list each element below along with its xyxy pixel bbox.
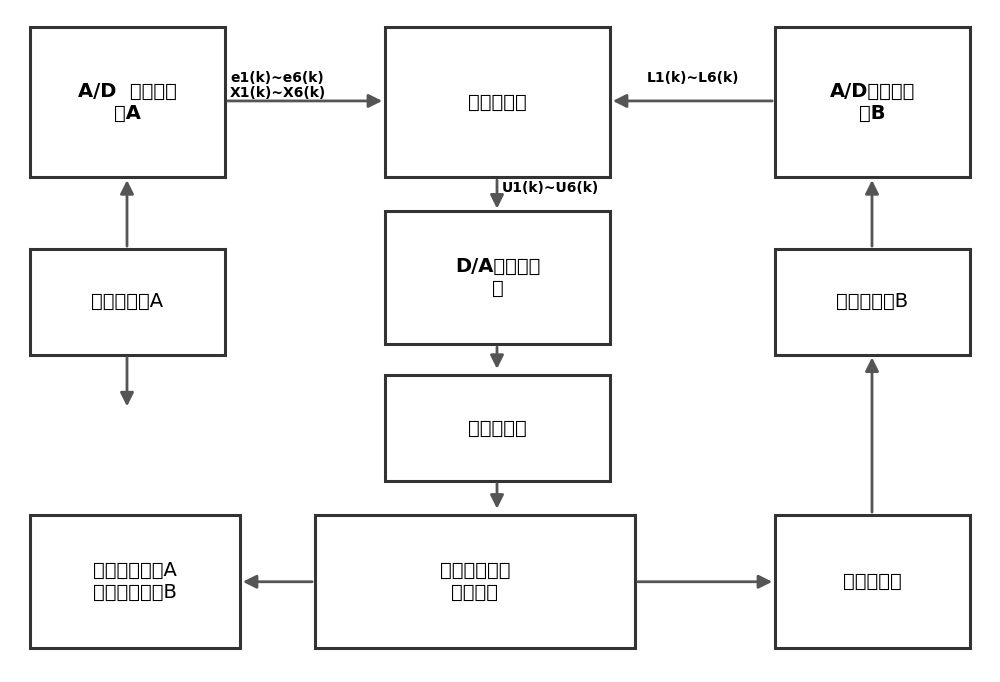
FancyBboxPatch shape [775, 515, 970, 648]
FancyBboxPatch shape [30, 27, 225, 177]
Text: e1(k)~e6(k): e1(k)~e6(k) [230, 71, 324, 85]
FancyBboxPatch shape [385, 375, 610, 481]
Text: 加速度传感器A
加速度传感器B: 加速度传感器A 加速度传感器B [93, 561, 177, 602]
Text: X1(k)~X6(k): X1(k)~X6(k) [230, 86, 326, 100]
Text: 功率放大器: 功率放大器 [468, 419, 527, 437]
FancyBboxPatch shape [315, 515, 635, 648]
Text: A/D数据处理
卡B: A/D数据处理 卡B [830, 82, 915, 123]
Text: U1(k)~U6(k): U1(k)~U6(k) [502, 181, 599, 194]
FancyBboxPatch shape [775, 27, 970, 177]
Text: D/A数据处理
卡: D/A数据处理 卡 [455, 257, 540, 299]
Text: 信号调理器A: 信号调理器A [91, 293, 164, 311]
FancyBboxPatch shape [385, 27, 610, 177]
FancyBboxPatch shape [30, 515, 240, 648]
Text: A/D  数据处理
卡A: A/D 数据处理 卡A [78, 82, 177, 123]
Text: 信号调理器B: 信号调理器B [836, 293, 909, 311]
Text: 位移传感器: 位移传感器 [843, 572, 902, 591]
FancyBboxPatch shape [775, 249, 970, 355]
FancyBboxPatch shape [385, 211, 610, 344]
Text: L1(k)~L6(k): L1(k)~L6(k) [647, 71, 739, 85]
FancyBboxPatch shape [30, 249, 225, 355]
Text: 控制计算机: 控制计算机 [468, 93, 527, 112]
Text: 液压振动主动
隔离平台: 液压振动主动 隔离平台 [440, 561, 510, 602]
